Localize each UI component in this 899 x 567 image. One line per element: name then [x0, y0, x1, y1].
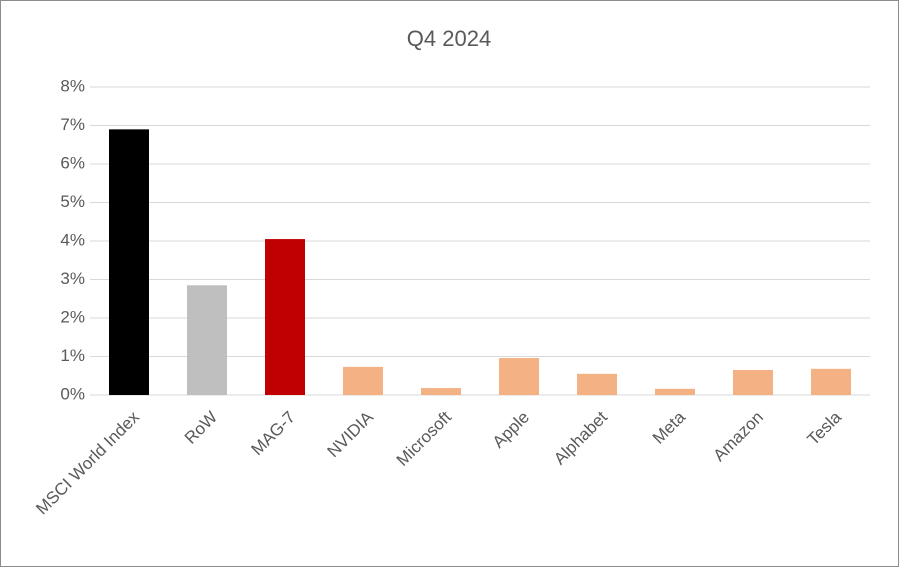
bar [187, 285, 227, 395]
y-tick-label: 7% [60, 115, 85, 134]
bar [265, 239, 305, 395]
bar [655, 388, 695, 395]
bar [109, 129, 149, 395]
bar [421, 388, 461, 395]
bar [811, 368, 851, 395]
y-tick-label: 1% [60, 346, 85, 365]
bar [577, 373, 617, 395]
y-tick-label: 4% [60, 230, 85, 249]
y-tick-label: 3% [60, 269, 85, 288]
y-tick-label: 2% [60, 307, 85, 326]
bar [733, 369, 773, 395]
y-tick-label: 0% [60, 384, 85, 403]
y-tick-label: 5% [60, 192, 85, 211]
bar [343, 366, 383, 395]
y-tick-label: 8% [60, 76, 85, 95]
chart-title: Q4 2024 [407, 26, 491, 51]
bar [499, 358, 539, 395]
y-tick-label: 6% [60, 153, 85, 172]
